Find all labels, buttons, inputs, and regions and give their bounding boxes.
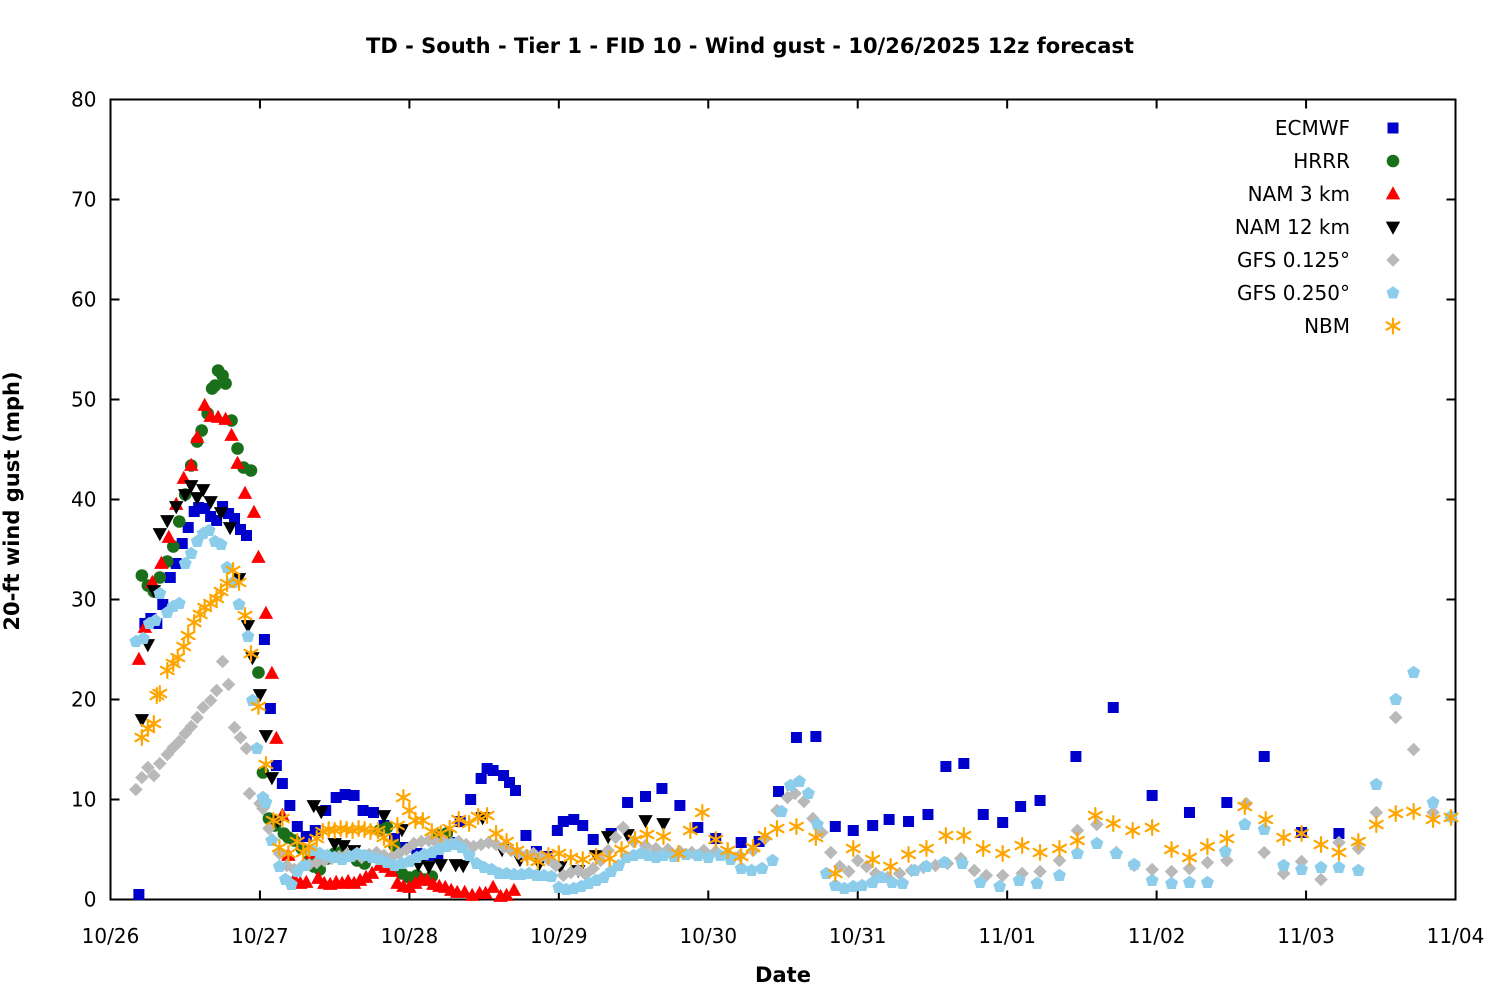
legend-marker-square-icon xyxy=(1387,122,1399,134)
legend-marker-asterisk-icon xyxy=(1385,317,1401,335)
x-tick-label: 10/30 xyxy=(679,924,737,948)
legend-marker-pentagon-icon xyxy=(1386,286,1400,299)
x-axis-label: Date xyxy=(755,963,811,987)
legend: ECMWF HRRR NAM 3 km NAM 12 km GFS 0.125° GFS … xyxy=(1235,116,1401,338)
legend-label: GFS 0.250° xyxy=(1237,281,1350,305)
chart-title: TD - South - Tier 1 - FID 10 - Wind gust… xyxy=(366,34,1134,58)
series-nbm xyxy=(134,561,1459,883)
legend-label: NAM 3 km xyxy=(1248,182,1350,206)
x-tick-label: 10/27 xyxy=(231,924,289,948)
y-tick-label: 10 xyxy=(71,788,96,812)
x-tick-label: 11/01 xyxy=(978,924,1036,948)
legend-label: HRRR xyxy=(1293,149,1350,173)
y-tick-label: 60 xyxy=(71,288,96,312)
legend-label: NAM 12 km xyxy=(1235,215,1350,239)
y-tick-label: 80 xyxy=(71,88,96,112)
x-tick-label: 11/02 xyxy=(1128,924,1186,948)
y-tick-label: 30 xyxy=(71,588,96,612)
y-tick-label: 20 xyxy=(71,688,96,712)
data-points xyxy=(129,364,1459,902)
y-tick-label: 70 xyxy=(71,188,96,212)
axis-tick-labels: 10/26 10/27 10/28 10/29 10/30 10/31 11/01 11/02… xyxy=(71,88,1484,949)
legend-marker-diamond-icon xyxy=(1386,253,1400,267)
legend-label: GFS 0.125° xyxy=(1237,248,1350,272)
y-tick-label: 50 xyxy=(71,388,96,412)
axis-ticks xyxy=(109,98,1457,901)
legend-marker-triangle-down-icon xyxy=(1385,221,1401,235)
x-tick-label: 10/29 xyxy=(530,924,588,948)
legend-marker-triangle-up-icon xyxy=(1385,186,1401,200)
legend-label: ECMWF xyxy=(1275,116,1350,140)
x-tick-label: 11/04 xyxy=(1427,924,1485,948)
x-tick-label: 10/31 xyxy=(829,924,887,948)
x-tick-label: 10/26 xyxy=(82,924,140,948)
series-ecmwf xyxy=(133,501,1345,900)
y-tick-label: 40 xyxy=(71,488,96,512)
x-tick-label: 10/28 xyxy=(381,924,439,948)
legend-label: NBM xyxy=(1304,314,1350,338)
series-gfs-0-250- xyxy=(129,523,1458,896)
x-tick-label: 11/03 xyxy=(1277,924,1335,948)
y-tick-label: 0 xyxy=(84,888,97,912)
legend-marker-circle-icon xyxy=(1386,154,1400,168)
